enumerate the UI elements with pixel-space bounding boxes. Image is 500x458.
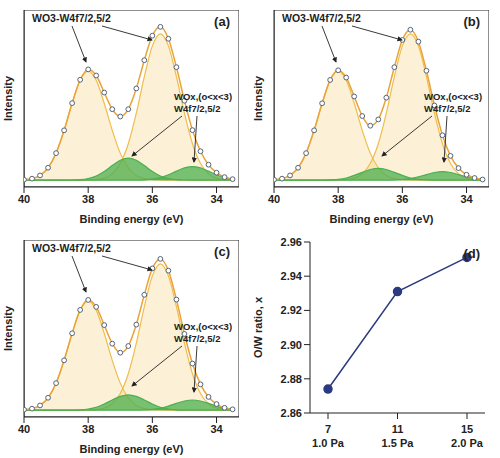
svg-text:Binding energy (eV): Binding energy (eV) [80,443,184,455]
svg-text:1.5 Pa: 1.5 Pa [382,437,415,449]
svg-text:7: 7 [325,423,331,435]
svg-text:(c): (c) [214,244,230,259]
svg-text:Binding energy (eV): Binding energy (eV) [330,213,434,225]
svg-text:2.94: 2.94 [281,270,303,282]
svg-text:(a): (a) [214,14,230,29]
svg-text:WO3-W4f7/2,5/2: WO3-W4f7/2,5/2 [282,12,361,24]
svg-text:36: 36 [146,423,158,435]
svg-text:WO3-W4f7/2,5/2: WO3-W4f7/2,5/2 [32,242,111,254]
svg-text:11: 11 [392,423,404,435]
svg-text:2.90: 2.90 [281,339,302,351]
svg-text:38: 38 [82,193,94,205]
svg-text:2.86: 2.86 [281,407,302,419]
svg-text:WOx,(o<x<3): WOx,(o<x<3) [174,321,232,332]
svg-text:40: 40 [18,423,30,435]
svg-text:(d): (d) [463,246,480,261]
svg-text:2.0 Pa: 2.0 Pa [451,437,484,449]
svg-text:34: 34 [460,193,473,205]
svg-text:W4f7/2,5/2: W4f7/2,5/2 [174,333,220,344]
svg-text:2.92: 2.92 [281,304,302,316]
svg-text:38: 38 [332,193,344,205]
svg-text:40: 40 [268,193,280,205]
svg-text:(b): (b) [463,14,480,29]
svg-text:38: 38 [82,423,94,435]
svg-text:W4f7/2,5/2: W4f7/2,5/2 [174,103,220,114]
svg-text:1.0 Pa: 1.0 Pa [312,437,345,449]
svg-text:36: 36 [146,193,158,205]
svg-text:Intensity: Intensity [252,75,264,121]
svg-text:2.96: 2.96 [281,236,302,248]
svg-text:WOx,(o<x<3): WOx,(o<x<3) [424,91,482,102]
svg-text:34: 34 [210,193,223,205]
svg-text:36: 36 [396,193,408,205]
svg-text:34: 34 [210,423,223,435]
svg-text:Binding energy (eV): Binding energy (eV) [80,213,184,225]
svg-text:W4f7/2,5/2: W4f7/2,5/2 [424,103,470,114]
svg-text:WO3-W4f7/2,5/2: WO3-W4f7/2,5/2 [32,12,111,24]
svg-text:40: 40 [18,193,30,205]
svg-text:WOx,(o<x<3): WOx,(o<x<3) [174,91,232,102]
svg-text:15: 15 [461,423,473,435]
svg-text:Intensity: Intensity [8,75,14,121]
svg-text:Intensity: Intensity [8,305,14,351]
svg-text:2.88: 2.88 [281,373,302,385]
svg-text:O/W ratio, x: O/W ratio, x [252,296,264,358]
